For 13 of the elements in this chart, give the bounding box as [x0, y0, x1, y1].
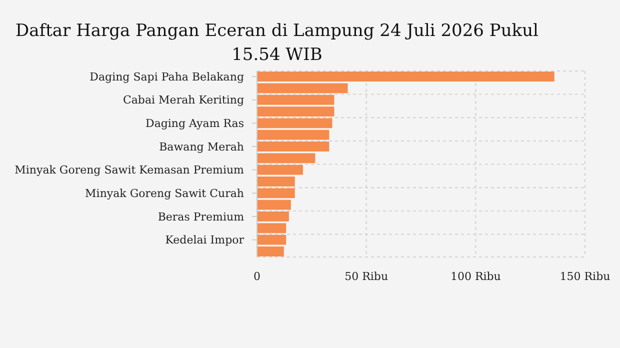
y-tick-label: Beras Premium [158, 210, 245, 224]
x-tick-label: 0 [254, 270, 260, 283]
y-tick-label: Bawang Merah [159, 140, 244, 154]
y-tick-label: Daging Sapi Paha Belakang [90, 70, 244, 84]
y-tick-label: Minyak Goreng Sawit Kemasan Premium [14, 164, 245, 177]
x-tick-label: 50 Ribu [344, 270, 388, 283]
y-tick-label: Kedelai Impor [165, 234, 245, 247]
x-tick-label: 150 Ribu [560, 270, 610, 283]
y-tick-label: Cabai Merah Keriting [122, 94, 244, 107]
x-tick-label: 100 Ribu [450, 270, 501, 283]
chart-title: Daftar Harga Pangan Eceran di Lampung 24 Juli 2026 Pukul 15.54 WIB [16, 21, 538, 65]
y-tick-label: Minyak Goreng Sawit Curah [85, 187, 244, 200]
y-tick-label: Daging Ayam Ras [146, 117, 244, 130]
